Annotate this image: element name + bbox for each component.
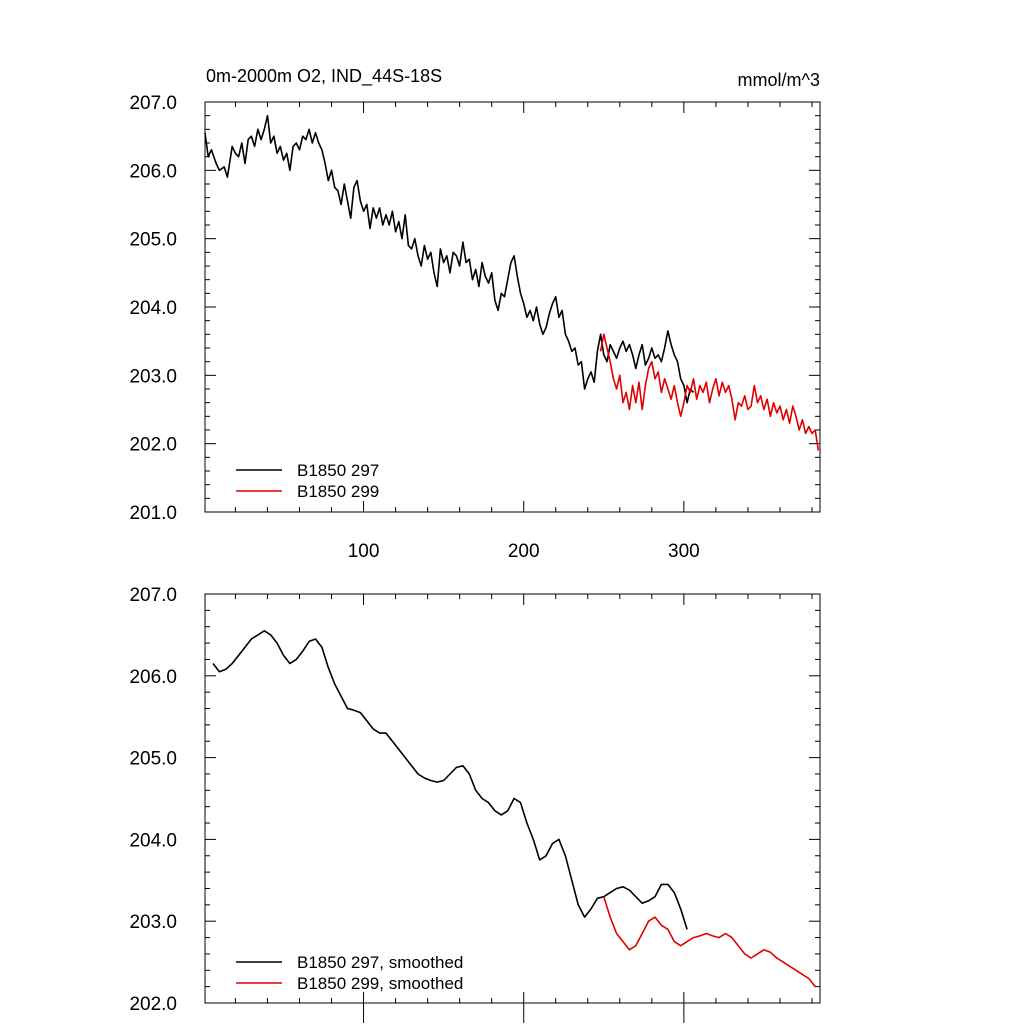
top-legend-label-299: B1850 299 [297, 482, 379, 501]
top-ytick-label: 207.0 [129, 93, 177, 114]
top-ytick-label: 204.0 [129, 298, 177, 319]
bottom-legend-label-299: B1850 299, smoothed [297, 974, 463, 993]
bottom-series-b1850-299 [603, 896, 816, 988]
top-legend: B1850 297 B1850 299 [236, 461, 379, 501]
top-ytick-label: 202.0 [129, 435, 177, 456]
top-axis-ticks [205, 101, 820, 513]
top-xtick-label: 200 [508, 541, 540, 562]
top-panel: 0m-2000m O2, IND_44S-18S mmol/m^3 201.02… [129, 66, 821, 562]
bottom-ytick-label: 204.0 [129, 830, 177, 851]
bottom-ytick-label: 205.0 [129, 749, 177, 770]
bottom-legend-label-297: B1850 297, smoothed [297, 953, 463, 972]
bottom-legend: B1850 297, smoothed B1850 299, smoothed [236, 953, 463, 993]
bottom-series-b1850-297 [212, 629, 688, 930]
bottom-ytick-label: 202.0 [129, 994, 177, 1015]
top-ytick-label: 201.0 [129, 503, 177, 524]
bottom-axis-labels: 202.0 203.0 204.0 205.0 206.0 207.0 [129, 585, 177, 1015]
bottom-series-group [212, 629, 816, 988]
top-legend-label-297: B1850 297 [297, 461, 379, 480]
top-xtick-label: 300 [668, 541, 700, 562]
bottom-ytick-label: 206.0 [129, 667, 177, 688]
top-series-group [204, 114, 820, 451]
top-ytick-label: 205.0 [129, 230, 177, 251]
top-ytick-label: 203.0 [129, 366, 177, 387]
top-xtick-label: 100 [348, 541, 380, 562]
top-panel-units: mmol/m^3 [738, 70, 820, 90]
bottom-ytick-label: 203.0 [129, 912, 177, 933]
bottom-ytick-label: 207.0 [129, 585, 177, 606]
top-panel-title: 0m-2000m O2, IND_44S-18S [206, 66, 442, 87]
bottom-plot-frame [204, 593, 821, 1004]
top-series-b1850-297 [204, 114, 695, 404]
top-axis-labels: 201.0 202.0 203.0 204.0 205.0 206.0 207.0 100 20… [129, 93, 699, 562]
top-ytick-label: 206.0 [129, 161, 177, 182]
top-series-b1850-299 [599, 333, 820, 451]
bottom-panel: 202.0 203.0 204.0 205.0 206.0 207.0 B1850 297… [129, 585, 821, 1023]
top-plot-frame [204, 101, 821, 513]
